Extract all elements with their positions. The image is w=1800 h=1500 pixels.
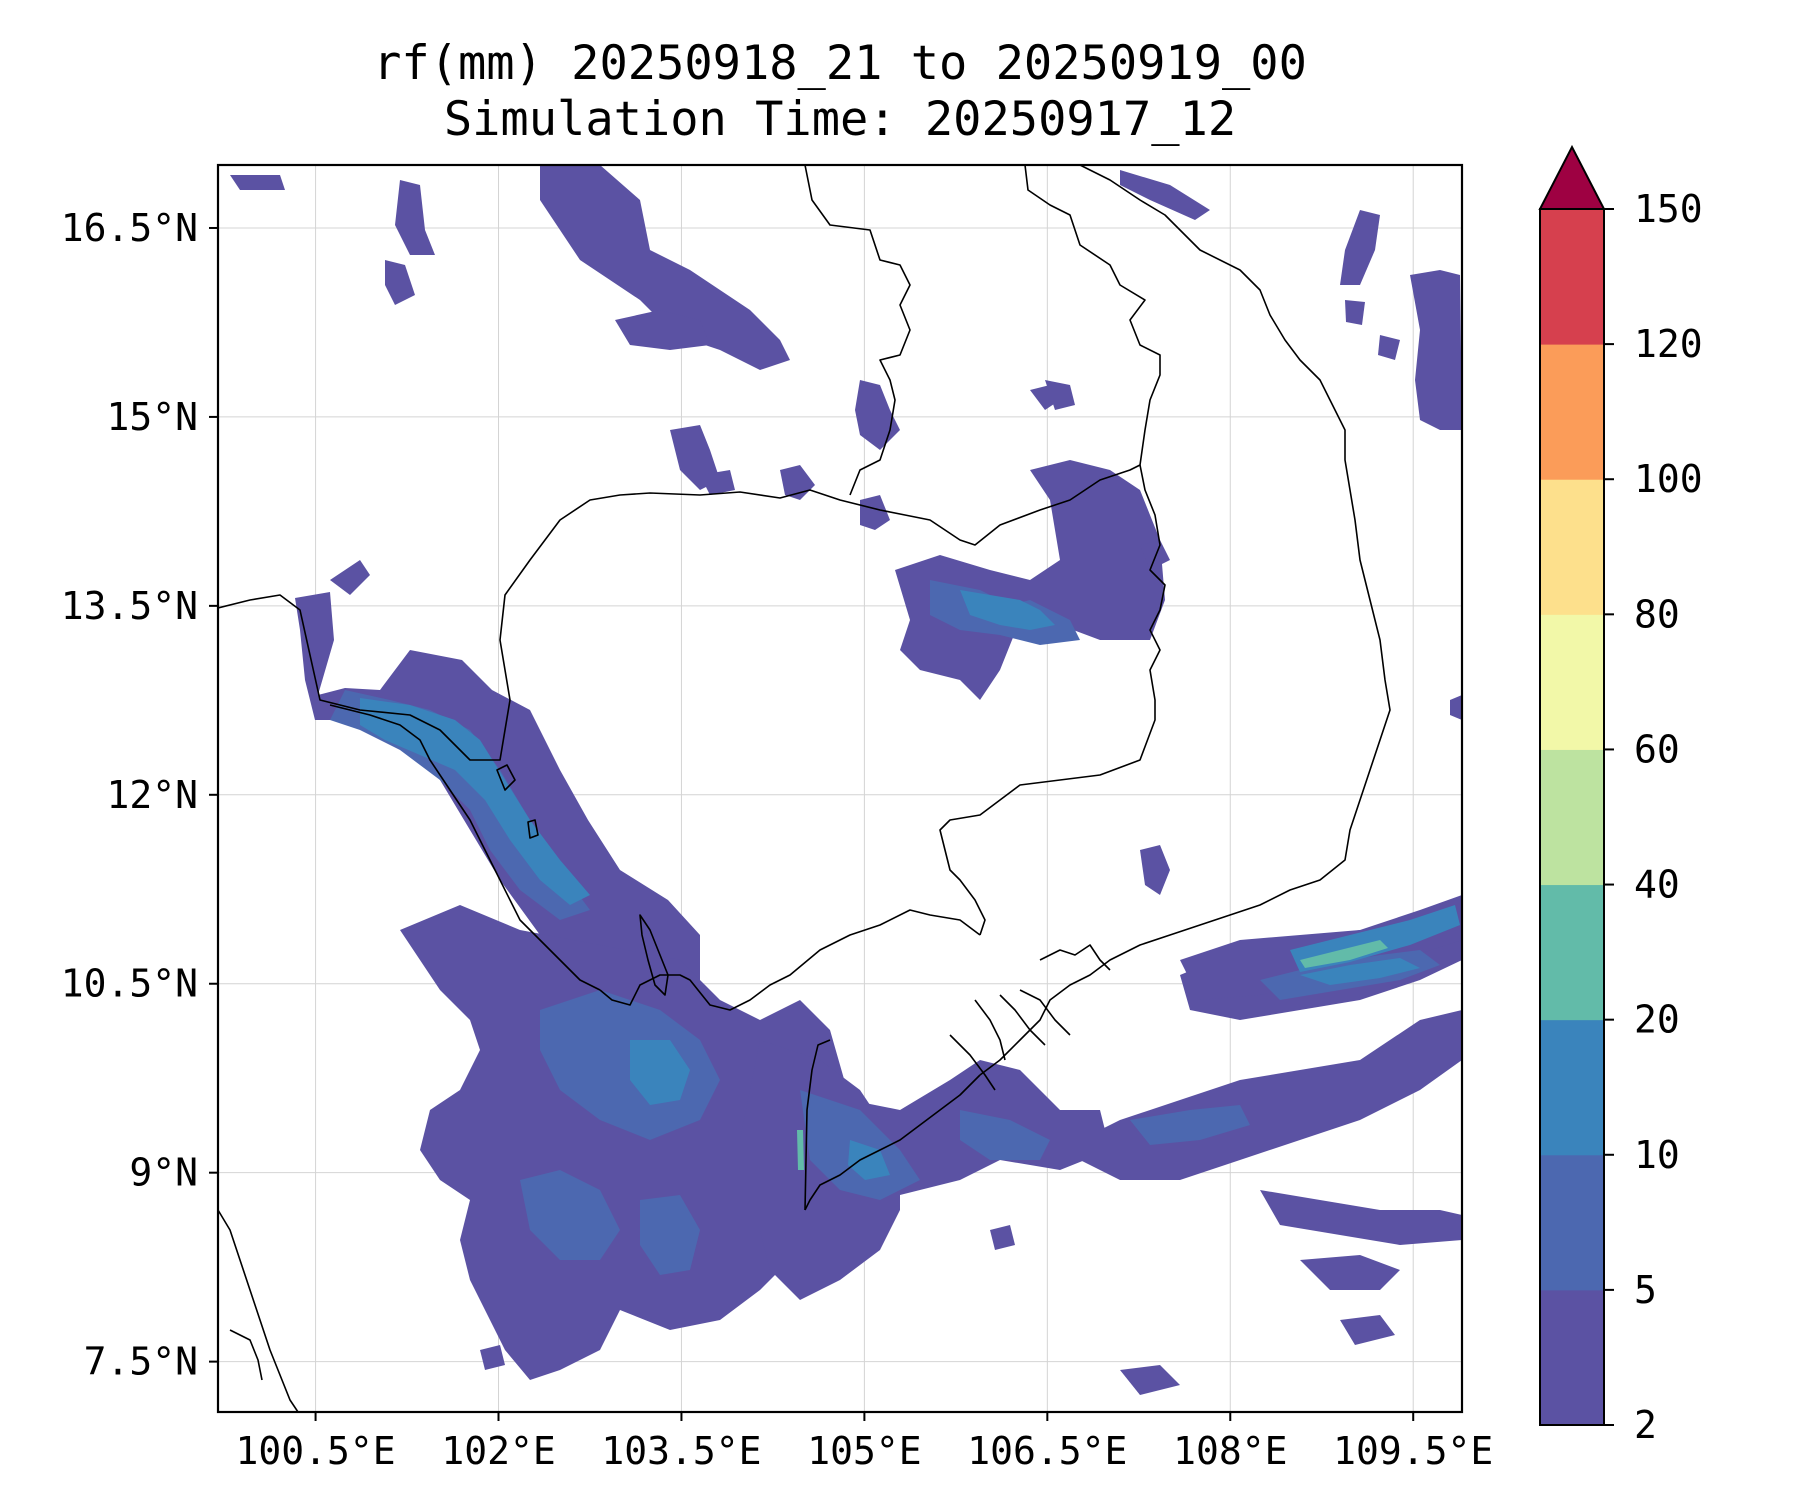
rain-core-gulf-coast: [330, 690, 590, 920]
coast-delta-top: [1039, 944, 1111, 971]
colorbar-tick-label: 120: [1634, 322, 1703, 366]
coast-vietnam-east: [979, 165, 1391, 1076]
map-frame: [216, 163, 1464, 1414]
rain-area-northeast-3: [1345, 300, 1365, 325]
rain-core-south-3: [960, 1110, 1050, 1160]
rainfall-layer: [230, 165, 1462, 1395]
colorbar-tick-label: 40: [1634, 863, 1680, 907]
border-laos-north: [804, 165, 911, 496]
island-koh-rong: [527, 819, 539, 839]
lat-tick-label: 9°N: [129, 1151, 198, 1195]
rain-heavy-southeast: [1300, 958, 1420, 985]
rain-area-north-3: [395, 180, 435, 255]
lat-tick-label: 10.5°N: [61, 962, 198, 1006]
map-panel: 100.5°E 102°E 103.5°E 105°E 106.5°E 108°E 109.…: [61, 163, 1494, 1473]
rain-area-blob-e: [480, 1345, 505, 1370]
lon-tick-label: 109.5°E: [1333, 1429, 1493, 1473]
colorbar-segment: [1540, 884, 1604, 1021]
rain-area-far-southeast: [1300, 1255, 1400, 1290]
title-line-1: rf(mm) 20250918_21 to 20250919_00: [373, 36, 1307, 91]
rain-core-south-5: [640, 1195, 700, 1275]
rain-area-north-1: [540, 165, 790, 370]
coast-thailand-west-2: [229, 1329, 263, 1381]
coastlines-borders: [218, 165, 1391, 1412]
rain-intense-east: [1300, 940, 1388, 968]
lat-tick-label: 15°N: [106, 395, 198, 439]
lon-tick-label: 103.5°E: [601, 1429, 761, 1473]
coast-gulf-east: [804, 1039, 831, 1211]
border-thailand-cambodia-laos: [218, 464, 1141, 761]
colorbar-segment: [1540, 1154, 1604, 1291]
colorbar: 2 5 10 20 40 60 80 100 120 150: [1538, 144, 1703, 1447]
colorbar-frame: [1539, 208, 1605, 1426]
rain-heavy-cambodia: [960, 590, 1055, 630]
colorbar-tick-label: 150: [1634, 187, 1703, 231]
rain-area-north-west: [330, 560, 370, 595]
rain-area-north-10: [1340, 210, 1380, 285]
rain-area-northeast-2: [1378, 335, 1400, 360]
rain-heavy-south: [630, 1040, 690, 1105]
rain-area-central-2: [860, 495, 890, 530]
colorbar-tick-label: 100: [1634, 457, 1703, 501]
island-phu-quoc: [639, 914, 669, 996]
colorbar-segment: [1540, 479, 1604, 615]
delta-branch-4: [949, 1034, 996, 1091]
colorbar-tick-label: 80: [1634, 592, 1680, 636]
rain-area-blob-c: [1140, 540, 1170, 570]
rain-area-cambodia-central: [895, 460, 1165, 700]
coast-thailand-west: [218, 1209, 299, 1412]
colorbar-tick-label: 2: [1634, 1403, 1657, 1447]
border-laos-east: [1024, 165, 1161, 466]
coast-gulf-north: [329, 704, 601, 991]
rain-area-blob-f: [1120, 1365, 1180, 1395]
lat-tick-label: 12°N: [106, 773, 198, 817]
rain-area-north-5: [230, 175, 285, 190]
colorbar-extend-arrow: [1538, 144, 1606, 210]
lat-tick-label: 7.5°N: [84, 1340, 198, 1384]
rain-area-northeast-1: [1410, 270, 1462, 430]
rain-area-central-3: [1030, 385, 1060, 410]
rain-area-blob-h: [1340, 1315, 1395, 1345]
colorbar-segment: [1540, 344, 1604, 480]
map-ticks: 100.5°E 102°E 103.5°E 105°E 106.5°E 108°E 109.…: [61, 206, 1494, 1473]
rain-area-blob-b: [700, 470, 735, 495]
rain-area-blob-a: [1140, 845, 1170, 895]
rain-area-southeast-3: [1260, 1190, 1462, 1245]
lon-tick-label: 105°E: [807, 1429, 921, 1473]
title-line-2: Simulation Time: 20250917_12: [444, 92, 1236, 147]
delta-branch-2: [999, 994, 1046, 1046]
coast-mekong-delta: [804, 1074, 981, 1211]
rain-area-north-9: [1120, 170, 1210, 220]
rain-area-north-2: [615, 310, 710, 350]
colorbar-segment: [1540, 749, 1604, 886]
lon-tick-label: 106.5°E: [967, 1429, 1127, 1473]
rain-heavy-gulf-coast: [360, 698, 590, 905]
delta-branch-3: [1019, 989, 1071, 1036]
lon-tick-label: 108°E: [1173, 1429, 1287, 1473]
colorbar-tick-label: 5: [1634, 1268, 1657, 1312]
colorbar-tick-label: 20: [1634, 998, 1680, 1042]
border-cambodia-vietnam-south: [599, 909, 981, 1011]
rain-area-blob-g: [990, 1225, 1015, 1250]
rain-area-north-4: [385, 260, 415, 305]
lat-tick-label: 13.5°N: [61, 584, 198, 628]
colorbar-segment: [1540, 209, 1604, 345]
colorbar-segment: [1540, 1019, 1604, 1156]
lon-tick-label: 102°E: [441, 1429, 555, 1473]
lat-tick-label: 16.5°N: [61, 206, 198, 250]
island-koh-kong: [496, 764, 516, 791]
colorbar-segment: [1540, 614, 1604, 750]
delta-branch-1: [974, 999, 1006, 1061]
rain-area-blob-d: [1450, 695, 1462, 720]
colorbar-tick-label: 60: [1634, 727, 1680, 771]
rain-core-south-4: [520, 1170, 620, 1260]
rain-core-southeast-2: [1130, 1105, 1250, 1145]
colorbar-segment: [1540, 1289, 1604, 1426]
rain-intense: [797, 940, 1388, 1170]
lon-tick-label: 100.5°E: [235, 1429, 395, 1473]
border-laos-vietnam: [939, 464, 1166, 936]
colorbar-tick-label: 10: [1634, 1133, 1680, 1177]
rain-intense-south: [797, 1130, 804, 1170]
